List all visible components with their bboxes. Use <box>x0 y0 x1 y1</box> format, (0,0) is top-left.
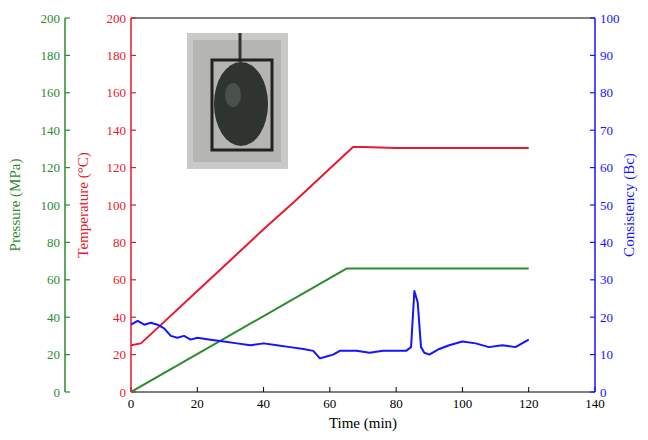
x-tick-label: 0 <box>128 396 135 411</box>
y2-tick-label: 50 <box>600 198 613 213</box>
x-tick <box>197 387 198 392</box>
y-tick <box>131 130 136 131</box>
y3-tick <box>65 130 70 131</box>
y-tick-label: 20 <box>113 347 126 362</box>
x-tick-label: 40 <box>257 396 270 411</box>
x-tick <box>528 387 529 392</box>
series-line <box>131 147 529 345</box>
x-tick-label: 80 <box>390 396 403 411</box>
y-tick-label: 100 <box>107 198 127 213</box>
y-tick <box>131 167 136 168</box>
y-tick <box>131 279 136 280</box>
y-tick-label: 120 <box>107 160 127 175</box>
y-tick <box>131 204 136 205</box>
plot-area <box>131 147 529 392</box>
photo-frame <box>212 60 272 150</box>
y3-tick-label: 120 <box>41 160 61 175</box>
y3-tick-label: 200 <box>41 11 61 26</box>
y2-tick-label: 60 <box>600 160 613 175</box>
y2-tick-label: 30 <box>600 272 613 287</box>
y-tick <box>131 55 136 56</box>
y2-tick <box>590 17 595 18</box>
photo-ground <box>187 33 288 169</box>
y2-tick <box>590 317 595 318</box>
y3-tick <box>65 242 70 243</box>
photo-shade <box>193 40 281 162</box>
y2-tick-label: 20 <box>600 310 613 325</box>
y3-tick <box>65 167 70 168</box>
y3-tick <box>65 17 70 18</box>
y-tick-label: 140 <box>107 123 127 138</box>
series-line <box>131 269 529 392</box>
y3-tick-label: 40 <box>47 310 60 325</box>
y2-tick-label: 10 <box>600 347 613 362</box>
y3-tick <box>65 317 70 318</box>
y3-tick-label: 0 <box>54 385 61 400</box>
y-tick-label: 60 <box>113 272 126 287</box>
x-tick-label: 60 <box>323 396 336 411</box>
x-tick <box>329 387 330 392</box>
y-tick-label: 200 <box>107 11 127 26</box>
y2-tick <box>590 130 595 131</box>
y3-tick-label: 100 <box>41 198 61 213</box>
x-axis-title: Time (min) <box>329 415 397 432</box>
y3-tick <box>65 55 70 56</box>
chart: 020406080100120140Time (min)020406080100… <box>0 0 648 440</box>
y-tick <box>131 92 136 93</box>
y3-tick-label: 20 <box>47 347 60 362</box>
inset-photo <box>187 33 288 169</box>
y2-tick-label: 80 <box>600 85 613 100</box>
x-tick <box>462 387 463 392</box>
y-tick <box>131 242 136 243</box>
frame-top <box>131 18 595 19</box>
y2-tick <box>590 242 595 243</box>
photo-shaft <box>239 33 242 62</box>
x-tick-label: 120 <box>519 396 539 411</box>
y3-tick-label: 180 <box>41 48 61 63</box>
y-axis-title: Temperature (°C) <box>75 152 92 257</box>
y3-axis-title: Pressure (MPa) <box>7 159 24 252</box>
y3-tick <box>65 279 70 280</box>
y2-tick <box>590 279 595 280</box>
y2-tick <box>590 55 595 56</box>
y-tick-label: 80 <box>113 235 126 250</box>
y2-tick <box>590 354 595 355</box>
x-tick <box>396 387 397 392</box>
photo-highlight <box>225 83 241 107</box>
y3-tick <box>65 391 70 392</box>
x-tick-label: 20 <box>191 396 204 411</box>
y3-tick <box>65 354 70 355</box>
y-tick-label: 180 <box>107 48 127 63</box>
y2-tick-label: 100 <box>600 11 620 26</box>
x-tick <box>263 387 264 392</box>
y-tick <box>131 354 136 355</box>
y2-axis-title: Consistency (Bc) <box>621 153 638 257</box>
y3-tick <box>65 204 70 205</box>
y2-tick-label: 0 <box>600 385 607 400</box>
y3-tick-label: 60 <box>47 272 60 287</box>
photo-sample <box>214 62 268 146</box>
y-tick-label: 0 <box>120 385 127 400</box>
series-line <box>131 291 529 358</box>
y3-tick-label: 160 <box>41 85 61 100</box>
y2-tick-label: 70 <box>600 123 613 138</box>
y3-tick-label: 140 <box>41 123 61 138</box>
y2-tick <box>590 204 595 205</box>
y2-tick-label: 40 <box>600 235 613 250</box>
y2-tick <box>590 391 595 392</box>
y-tick-label: 160 <box>107 85 127 100</box>
y3-tick <box>65 92 70 93</box>
y-tick-label: 40 <box>113 310 126 325</box>
y-tick <box>131 317 136 318</box>
x-axis-line <box>131 392 595 393</box>
y2-tick-label: 90 <box>600 48 613 63</box>
x-tick-label: 100 <box>453 396 473 411</box>
y2-tick <box>590 92 595 93</box>
y-tick <box>131 17 136 18</box>
y3-tick-label: 80 <box>47 235 60 250</box>
y2-tick <box>590 167 595 168</box>
